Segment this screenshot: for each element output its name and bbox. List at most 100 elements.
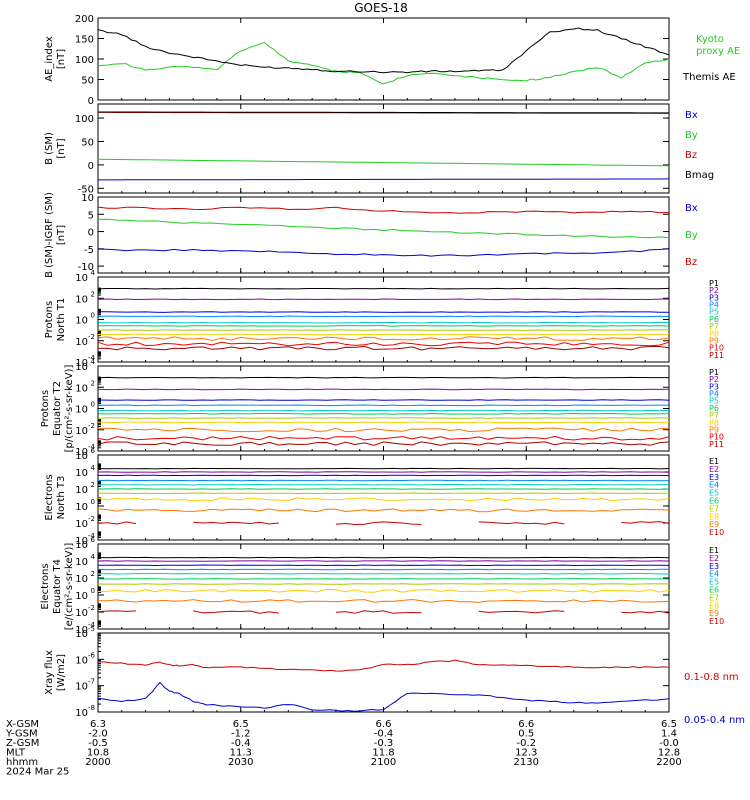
panel-5: Protons Equator T2 [p/(cm²-s-sr-keV)]10 -41… — [40, 358, 724, 458]
y-tick-label: 10 — [75, 362, 88, 373]
channel-legend: E9 — [709, 609, 719, 618]
channel-legend: E1 — [709, 546, 719, 555]
y-tick-label: -50 — [78, 184, 94, 195]
y-tick-label: 10 — [75, 358, 88, 369]
x-axis-value: -0.4 — [231, 738, 251, 749]
legend-entry: By — [685, 130, 698, 141]
channel-legend: P11 — [709, 351, 724, 360]
channel-legend: P7 — [709, 322, 719, 331]
channel-line-e2 — [97, 471, 670, 473]
channel-legend: P5 — [709, 308, 719, 317]
legend-entry: 0.1-0.8 nm — [684, 672, 739, 683]
y-tick-exponent: -5 — [88, 625, 95, 633]
y-tick-label: 10 — [75, 540, 88, 551]
y-axis-label: North T3 — [56, 476, 67, 520]
channel-legend: E7 — [709, 593, 719, 602]
y-axis-label: North T1 — [56, 298, 67, 342]
y-tick-label: 10 — [75, 447, 88, 458]
date-label: 2024 Mar 25 — [6, 767, 69, 778]
y-tick-exponent: 6 — [91, 447, 96, 455]
x-axis-value: -0.4 — [374, 729, 394, 740]
channel-line-p5 — [97, 409, 670, 412]
channel-line-e3 — [98, 564, 670, 567]
y-tick-label: 10 — [75, 502, 88, 513]
channel-line-p5 — [97, 321, 670, 324]
x-axis-value: 2200 — [656, 757, 681, 768]
channel-line-e10 — [97, 521, 137, 525]
x-axis-value: 6.5 — [233, 719, 249, 730]
channel-line-p9 — [97, 427, 670, 433]
channel-line-p1 — [97, 287, 670, 290]
channel-legend: P4 — [709, 301, 719, 310]
channel-line-p1 — [97, 376, 669, 379]
x-axis-value: 1.4 — [661, 729, 677, 740]
channel-legend: P8 — [709, 418, 719, 427]
series-line-bmag — [98, 111, 669, 114]
plot-title: GOES-18 — [354, 1, 408, 15]
x-axis-value: -0.0 — [659, 738, 679, 749]
channel-legend: E5 — [709, 489, 719, 498]
channel-line-p6 — [97, 412, 670, 415]
y-tick-label: 10 — [75, 405, 88, 416]
y-axis-label: B (SM)-IGRF (SM) — [44, 192, 55, 278]
y-tick-exponent: -2 — [88, 515, 95, 523]
channel-line-e5 — [97, 483, 670, 486]
panel-7: Electrons Equator T4 [e/(cm²-s-sr-keV)]10-… — [40, 536, 724, 636]
channel-legend: E10 — [709, 617, 724, 626]
x-axis-value: 6.6 — [376, 719, 392, 730]
channel-line-e8 — [97, 497, 670, 502]
x-axis-row-label: hhmm — [6, 757, 38, 768]
y-axis-label: Equator T2 — [52, 381, 63, 436]
y-axis-label: Equator T4 — [52, 559, 63, 614]
y-tick-exponent: -8 — [88, 704, 95, 712]
y-tick-label: 10 — [75, 337, 88, 348]
series-line-themis-ae — [97, 27, 670, 74]
channel-legend: E6 — [709, 497, 719, 506]
y-tick-label: 10 — [75, 468, 88, 479]
y-axis-label: [W/m2] — [56, 654, 67, 691]
y-axis-label: [nT] — [56, 225, 67, 245]
y-tick-label: 100 — [75, 55, 94, 66]
channel-legend: E7 — [709, 504, 719, 513]
channel-legend: P1 — [709, 368, 719, 377]
channel-line-p2 — [97, 298, 669, 301]
x-axis-value: 6.6 — [518, 719, 534, 730]
y-tick-label: 10 — [75, 273, 88, 284]
channel-line-e2 — [97, 560, 670, 562]
channel-line-e10 — [335, 610, 422, 614]
channel-line-e10 — [478, 521, 565, 525]
xray-series-line — [97, 681, 670, 712]
channel-line-e9 — [97, 508, 670, 513]
y-tick-exponent: 2 — [91, 481, 95, 489]
y-tick-label: 150 — [75, 35, 94, 46]
y-tick-exponent: 0 — [91, 401, 95, 409]
channel-line-p8 — [98, 333, 670, 336]
y-tick-exponent: 0 — [91, 587, 95, 595]
y-tick-exponent: -2 — [88, 333, 95, 341]
channel-legend: P2 — [709, 286, 719, 295]
y-tick-label: 10 — [75, 608, 88, 619]
x-axis-row-label: MLT — [6, 748, 26, 759]
y-tick-label: 100 — [75, 114, 94, 125]
channel-legend: P1 — [709, 279, 719, 288]
y-tick-label: 5 — [88, 210, 94, 221]
legend-entry: By — [685, 230, 698, 241]
channel-legend: E4 — [709, 570, 719, 579]
x-axis-value: 0.5 — [518, 729, 534, 740]
x-axis-value: 2000 — [85, 757, 110, 768]
y-axis-label: Electrons — [44, 474, 55, 520]
panel-frame — [97, 632, 670, 713]
channel-line-p7 — [97, 417, 670, 419]
series-line-bx — [98, 178, 670, 181]
channel-line-p2 — [97, 388, 670, 391]
y-tick-exponent: -2 — [88, 604, 95, 612]
channel-line-e9 — [97, 598, 670, 603]
x-axis-value: 11.8 — [372, 748, 394, 759]
channel-legend: E2 — [709, 554, 719, 563]
series-line-kyoto-proxy-ae — [97, 41, 670, 85]
legend-entry: 0.05-0.4 nm — [684, 715, 745, 726]
channel-legend: E1 — [709, 457, 719, 466]
channel-legend: P11 — [709, 440, 724, 449]
